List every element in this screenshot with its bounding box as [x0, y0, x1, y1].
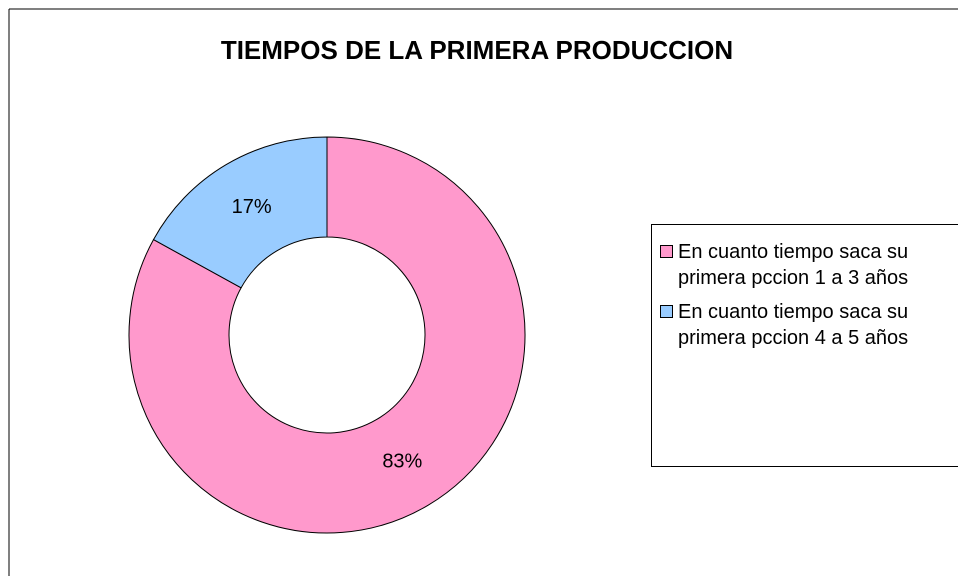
legend: En cuanto tiempo saca su primera pccion …	[651, 224, 958, 467]
donut-segment	[128, 136, 526, 534]
data-label: 17%	[232, 196, 272, 218]
chart-title: TIEMPOS DE LA PRIMERA PRODUCCION	[221, 35, 733, 65]
data-label: 83%	[382, 451, 422, 473]
legend-entry: En cuanto tiempo saca su primera pccion …	[660, 239, 958, 291]
legend-entry: En cuanto tiempo saca su primera pccion …	[660, 299, 958, 351]
legend-swatch	[660, 245, 673, 258]
donut-segment	[152, 136, 328, 289]
legend-label: En cuanto tiempo saca su primera pccion …	[678, 241, 909, 289]
legend-label: En cuanto tiempo saca su primera pccion …	[678, 301, 909, 349]
legend-swatch	[660, 305, 673, 318]
